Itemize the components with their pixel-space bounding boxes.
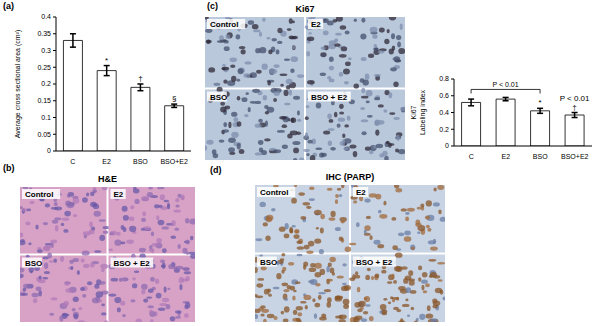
svg-text:BSO: BSO	[25, 259, 42, 268]
html-text:(d): (d)	[210, 165, 222, 175]
svg-text:Control: Control	[260, 188, 288, 197]
svg-text:0.6: 0.6	[439, 92, 449, 99]
svg-text:†: †	[138, 74, 142, 83]
html-text:(a): (a)	[3, 1, 14, 11]
svg-text:0.25: 0.25	[37, 64, 51, 71]
html-text:(c): (c)	[207, 1, 218, 11]
svg-text:*: *	[105, 56, 108, 65]
svg-text:§: §	[172, 94, 176, 103]
svg-text:C: C	[70, 158, 75, 165]
svg-text:†: †	[572, 103, 576, 112]
svg-text:P < 0.01: P < 0.01	[560, 94, 590, 103]
svg-text:Average cross sectional area (: Average cross sectional area (cm²)	[14, 30, 22, 138]
svg-text:0.15: 0.15	[37, 97, 51, 104]
svg-text:BSO: BSO	[133, 158, 148, 165]
svg-text:BSO: BSO	[260, 258, 277, 267]
svg-text:0.2: 0.2	[439, 126, 449, 133]
html-text:Ki67: Ki67	[295, 4, 315, 14]
svg-text:P < 0.01: P < 0.01	[493, 81, 519, 88]
html-text:(b): (b)	[3, 163, 15, 173]
svg-text:BSO: BSO	[210, 93, 227, 102]
svg-text:BSO + E2: BSO + E2	[311, 93, 348, 102]
svg-text:0: 0	[47, 147, 51, 154]
svg-text:E2: E2	[501, 153, 510, 160]
svg-text:0.3: 0.3	[41, 47, 51, 54]
svg-text:BSO+E2: BSO+E2	[561, 153, 589, 160]
svg-text:BSO+E2: BSO+E2	[160, 158, 188, 165]
svg-text:BSO + E2: BSO + E2	[114, 259, 151, 268]
svg-text:Labeling index: Labeling index	[419, 89, 427, 135]
svg-text:0.35: 0.35	[37, 30, 51, 37]
svg-text:Control: Control	[25, 190, 53, 199]
html-text:IHC (PARP): IHC (PARP)	[325, 172, 375, 182]
svg-text:0: 0	[445, 142, 449, 149]
svg-text:E2: E2	[102, 158, 111, 165]
svg-text:E2: E2	[356, 188, 366, 197]
svg-text:E2: E2	[114, 190, 124, 199]
svg-text:0.2: 0.2	[41, 80, 51, 87]
svg-text:Ki67: Ki67	[410, 105, 417, 119]
svg-text:0.4: 0.4	[41, 13, 51, 20]
svg-text:BSO + E2: BSO + E2	[356, 258, 393, 267]
svg-text:0.4: 0.4	[439, 109, 449, 116]
svg-text:BSO: BSO	[533, 153, 548, 160]
svg-text:Control: Control	[210, 20, 238, 29]
svg-text:C: C	[469, 153, 474, 160]
svg-text:0.8: 0.8	[439, 75, 449, 82]
svg-text:E2: E2	[311, 20, 321, 29]
svg-text:*: *	[539, 98, 542, 107]
html-text:H&E: H&E	[98, 174, 117, 184]
svg-text:0.1: 0.1	[41, 114, 51, 121]
svg-text:0.05: 0.05	[37, 131, 51, 138]
